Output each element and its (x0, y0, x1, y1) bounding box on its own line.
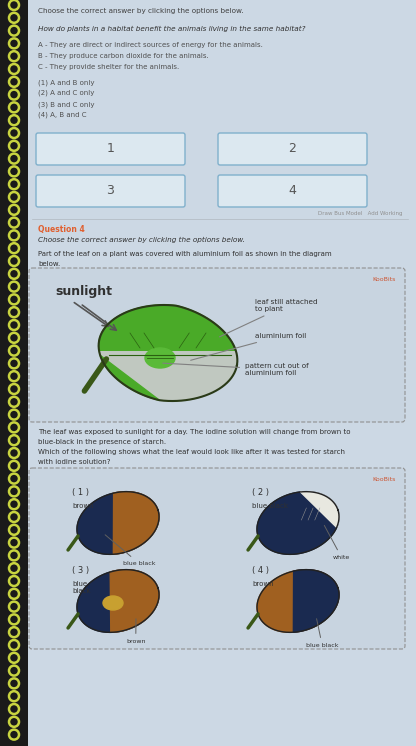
Text: brown: brown (72, 503, 94, 509)
Text: ( 3 ): ( 3 ) (72, 566, 89, 575)
FancyBboxPatch shape (218, 133, 367, 165)
Text: blue black: blue black (306, 618, 339, 648)
Polygon shape (99, 305, 238, 401)
Polygon shape (257, 570, 339, 633)
Polygon shape (77, 492, 159, 554)
Text: brown: brown (252, 581, 274, 587)
Polygon shape (99, 305, 236, 351)
Text: Part of the leaf on a plant was covered with aluminium foil as shown in the diag: Part of the leaf on a plant was covered … (38, 251, 332, 257)
Text: blue black: blue black (252, 503, 288, 509)
Text: blue
black: blue black (72, 581, 91, 594)
Text: Which of the following shows what the leaf would look like after it was tested f: Which of the following shows what the le… (38, 449, 345, 455)
Polygon shape (77, 570, 159, 633)
FancyBboxPatch shape (29, 468, 405, 649)
Text: ( 1 ): ( 1 ) (72, 488, 89, 497)
Text: (1) A and B only: (1) A and B only (38, 79, 94, 86)
Text: (3) B and C only: (3) B and C only (38, 101, 94, 107)
Text: Choose the correct answer by clicking the options below.: Choose the correct answer by clicking th… (38, 237, 245, 243)
Text: B - They produce carbon dioxide for the animals.: B - They produce carbon dioxide for the … (38, 53, 209, 59)
Ellipse shape (145, 348, 175, 368)
Text: 4: 4 (289, 184, 297, 198)
Text: C - They provide shelter for the animals.: C - They provide shelter for the animals… (38, 64, 179, 70)
Text: Question 4: Question 4 (38, 225, 85, 234)
Text: (2) A and C only: (2) A and C only (38, 90, 94, 96)
Ellipse shape (103, 596, 123, 610)
Text: 2: 2 (289, 142, 297, 155)
Text: Draw Bus Model   Add Working: Draw Bus Model Add Working (317, 211, 402, 216)
Text: ( 4 ): ( 4 ) (252, 566, 269, 575)
Polygon shape (113, 492, 159, 554)
Text: Choose the correct answer by clicking the options below.: Choose the correct answer by clicking th… (38, 8, 243, 14)
Polygon shape (100, 355, 159, 400)
Polygon shape (293, 570, 339, 632)
Text: KooBits: KooBits (373, 477, 396, 482)
FancyBboxPatch shape (29, 268, 405, 422)
Text: with iodine solution?: with iodine solution? (38, 459, 111, 465)
Text: 1: 1 (106, 142, 114, 155)
Polygon shape (257, 492, 339, 554)
FancyBboxPatch shape (36, 133, 185, 165)
Text: white: white (324, 525, 350, 560)
Text: How do plants in a habitat benefit the animals living in the same habitat?: How do plants in a habitat benefit the a… (38, 26, 305, 32)
Text: below.: below. (38, 261, 60, 267)
Text: sunlight: sunlight (55, 285, 112, 298)
Text: ( 2 ): ( 2 ) (252, 488, 269, 497)
FancyBboxPatch shape (36, 175, 185, 207)
Text: blue-black in the presence of starch.: blue-black in the presence of starch. (38, 439, 166, 445)
FancyBboxPatch shape (218, 175, 367, 207)
Text: blue black: blue black (105, 535, 156, 566)
Text: A - They are direct or indirect sources of energy for the animals.: A - They are direct or indirect sources … (38, 42, 263, 48)
FancyBboxPatch shape (0, 0, 28, 746)
Polygon shape (300, 492, 339, 527)
Text: KooBits: KooBits (373, 277, 396, 282)
Text: pattern cut out of
aluminium foil: pattern cut out of aluminium foil (163, 363, 309, 376)
Polygon shape (110, 570, 159, 633)
Text: (4) A, B and C: (4) A, B and C (38, 112, 87, 119)
Text: The leaf was exposed to sunlight for a day. The iodine solution will change from: The leaf was exposed to sunlight for a d… (38, 429, 351, 435)
Text: aluminium foil: aluminium foil (191, 333, 306, 360)
FancyBboxPatch shape (28, 0, 416, 746)
Text: leaf still attached
to plant: leaf still attached to plant (220, 299, 318, 337)
Text: 3: 3 (106, 184, 114, 198)
Text: brown: brown (126, 618, 146, 644)
